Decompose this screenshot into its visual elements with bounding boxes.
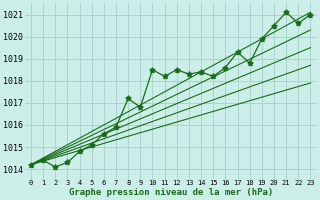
X-axis label: Graphe pression niveau de la mer (hPa): Graphe pression niveau de la mer (hPa)	[68, 188, 273, 197]
